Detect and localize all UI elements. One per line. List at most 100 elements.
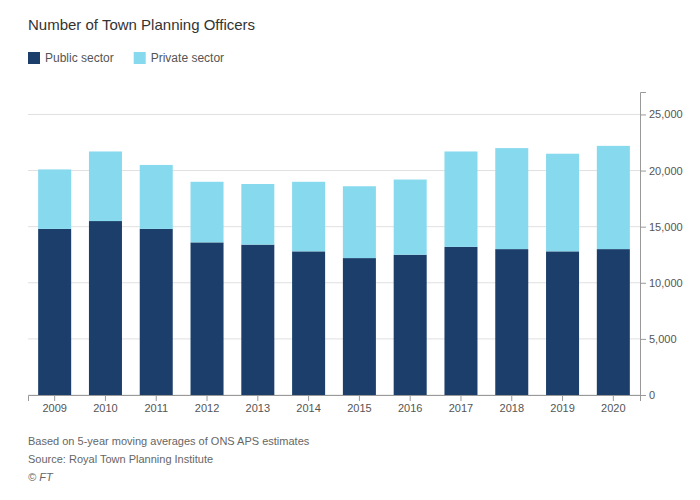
grid-line: [28, 114, 640, 115]
footnote: © FT: [28, 471, 54, 483]
footnote: Source: Royal Town Planning Institute: [28, 453, 213, 465]
bar: [292, 251, 325, 395]
tick: 2017: [449, 395, 473, 414]
tick: 2013: [246, 395, 270, 414]
y-axis: 0 5,000 10,000 15,000 20,000 25,000: [640, 93, 683, 402]
bar: [495, 148, 528, 249]
tick-label: 2011: [144, 402, 168, 414]
bar: [394, 255, 427, 395]
tick: 25,000: [640, 108, 683, 120]
legend-item: Public sector: [28, 51, 114, 65]
legend-label: Public sector: [45, 51, 114, 65]
tick: 10,000: [640, 277, 683, 289]
axis-line: [641, 93, 647, 396]
bar: [343, 258, 376, 395]
series: [38, 221, 630, 395]
tick-mark: [640, 395, 646, 396]
tick: 2014: [296, 395, 320, 414]
tick: 2011: [144, 395, 168, 414]
tick: 2019: [550, 395, 574, 414]
tick-label: 2020: [601, 402, 625, 414]
bar: [140, 229, 173, 395]
tick: 2010: [93, 395, 117, 414]
tick-mark: [640, 171, 646, 172]
bar: [444, 247, 477, 395]
bar: [89, 221, 122, 395]
bar: [546, 251, 579, 395]
tick: 20,000: [640, 165, 683, 177]
tick-mark: [54, 395, 55, 401]
tick-label: 10,000: [649, 277, 683, 289]
bar: [546, 154, 579, 252]
bar: [241, 184, 274, 245]
tick-mark: [207, 395, 208, 401]
bar: [597, 249, 630, 395]
tick-mark: [105, 395, 106, 401]
bar: [343, 186, 376, 258]
bar: [191, 242, 224, 395]
series: [38, 146, 630, 258]
legend: Public sector Private sector: [28, 51, 224, 65]
legend-swatch: [28, 52, 40, 64]
bar: [241, 245, 274, 395]
tick-mark: [410, 395, 411, 401]
bars: [38, 146, 630, 395]
x-axis: 2009 2010 2011 2012 2013 2014 2015 2016 2017 2018…: [29, 395, 641, 414]
bar: [38, 229, 71, 395]
tick-label: 2014: [296, 402, 320, 414]
tick-label: 20,000: [649, 165, 683, 177]
footnote: Based on 5-year moving averages of ONS A…: [28, 435, 310, 447]
legend-item: Private sector: [134, 51, 224, 65]
bar: [89, 151, 122, 221]
tick-mark: [359, 395, 360, 401]
grid: [28, 114, 640, 395]
tick-label: 2010: [93, 402, 117, 414]
tick-mark: [308, 395, 309, 401]
tick-label: 15,000: [649, 221, 683, 233]
tick: 5,000: [640, 333, 677, 345]
chart: Number of Town Planning Officers Public s…: [0, 0, 700, 500]
tick: 0: [640, 389, 655, 401]
tick-label: 25,000: [649, 108, 683, 120]
tick-label: 2012: [195, 402, 219, 414]
tick-mark: [640, 283, 646, 284]
legend-swatch: [134, 52, 146, 64]
tick-mark: [511, 395, 512, 401]
tick-label: 2009: [42, 402, 66, 414]
tick-label: 2019: [550, 402, 574, 414]
tick: 2018: [500, 395, 524, 414]
tick: 2015: [347, 395, 371, 414]
bar: [38, 169, 71, 228]
tick-label: 2017: [449, 402, 473, 414]
tick: 2020: [601, 395, 625, 414]
tick-label: 2016: [398, 402, 422, 414]
tick: 2009: [42, 395, 66, 414]
tick-mark: [257, 395, 258, 401]
bar: [495, 249, 528, 395]
tick-label: 0: [649, 389, 655, 401]
tick-mark: [640, 227, 646, 228]
tick-label: 2015: [347, 402, 371, 414]
tick-label: 5,000: [649, 333, 677, 345]
tick: 2012: [195, 395, 219, 414]
bar: [394, 180, 427, 255]
bar: [597, 146, 630, 249]
bar: [292, 182, 325, 252]
bar: [140, 165, 173, 229]
tick: 2016: [398, 395, 422, 414]
tick-mark: [156, 395, 157, 401]
plot: 2009 2010 2011 2012 2013 2014 2015 2016 2017 2018…: [28, 93, 683, 414]
tick-mark: [613, 395, 614, 401]
tick-label: 2018: [500, 402, 524, 414]
tick-mark: [562, 395, 563, 401]
tick: 15,000: [640, 221, 683, 233]
legend-label: Private sector: [151, 51, 224, 65]
bar: [444, 151, 477, 246]
tick-mark: [640, 114, 646, 115]
bar: [191, 182, 224, 243]
tick-label: 2013: [246, 402, 270, 414]
tick-mark: [460, 395, 461, 401]
tick-mark: [640, 339, 646, 340]
axis-line: [29, 396, 641, 402]
title: Number of Town Planning Officers: [28, 16, 255, 33]
